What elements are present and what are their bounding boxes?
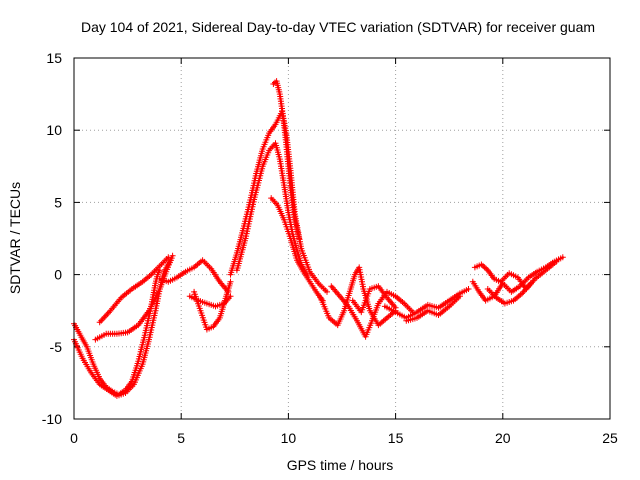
data-point [553,258,560,265]
y-tick-label: 15 [46,50,62,66]
data-point [559,254,566,261]
data-point [527,280,534,287]
data-series [71,78,566,399]
x-tick-label: 25 [602,430,618,446]
y-tick-label: 5 [54,194,62,210]
y-tick-label: -5 [50,339,63,355]
x-tick-label: 0 [70,430,78,446]
data-point [296,235,303,242]
data-point [227,293,234,300]
data-point [324,288,330,295]
series-trace-h [229,110,329,293]
grid [74,58,610,419]
data-point [227,278,234,285]
x-tick-label: 5 [177,430,185,446]
chart-title: Day 104 of 2021, Sidereal Day-to-day VTE… [81,19,595,35]
data-point [165,254,172,261]
y-axis-label: SDTVAR / TECUs [7,182,23,294]
data-point [465,286,472,292]
y-tick-label: -10 [42,411,62,427]
x-tick-label: 15 [388,430,404,446]
y-tick-label: 10 [46,122,62,138]
data-point [169,252,176,259]
y-tick-label: 0 [54,267,62,283]
data-point [456,293,463,300]
plot-frame [73,57,611,420]
x-tick-label: 20 [495,430,511,446]
x-axis-label: GPS time / hours [287,457,394,473]
x-tick-label: 10 [281,430,297,446]
